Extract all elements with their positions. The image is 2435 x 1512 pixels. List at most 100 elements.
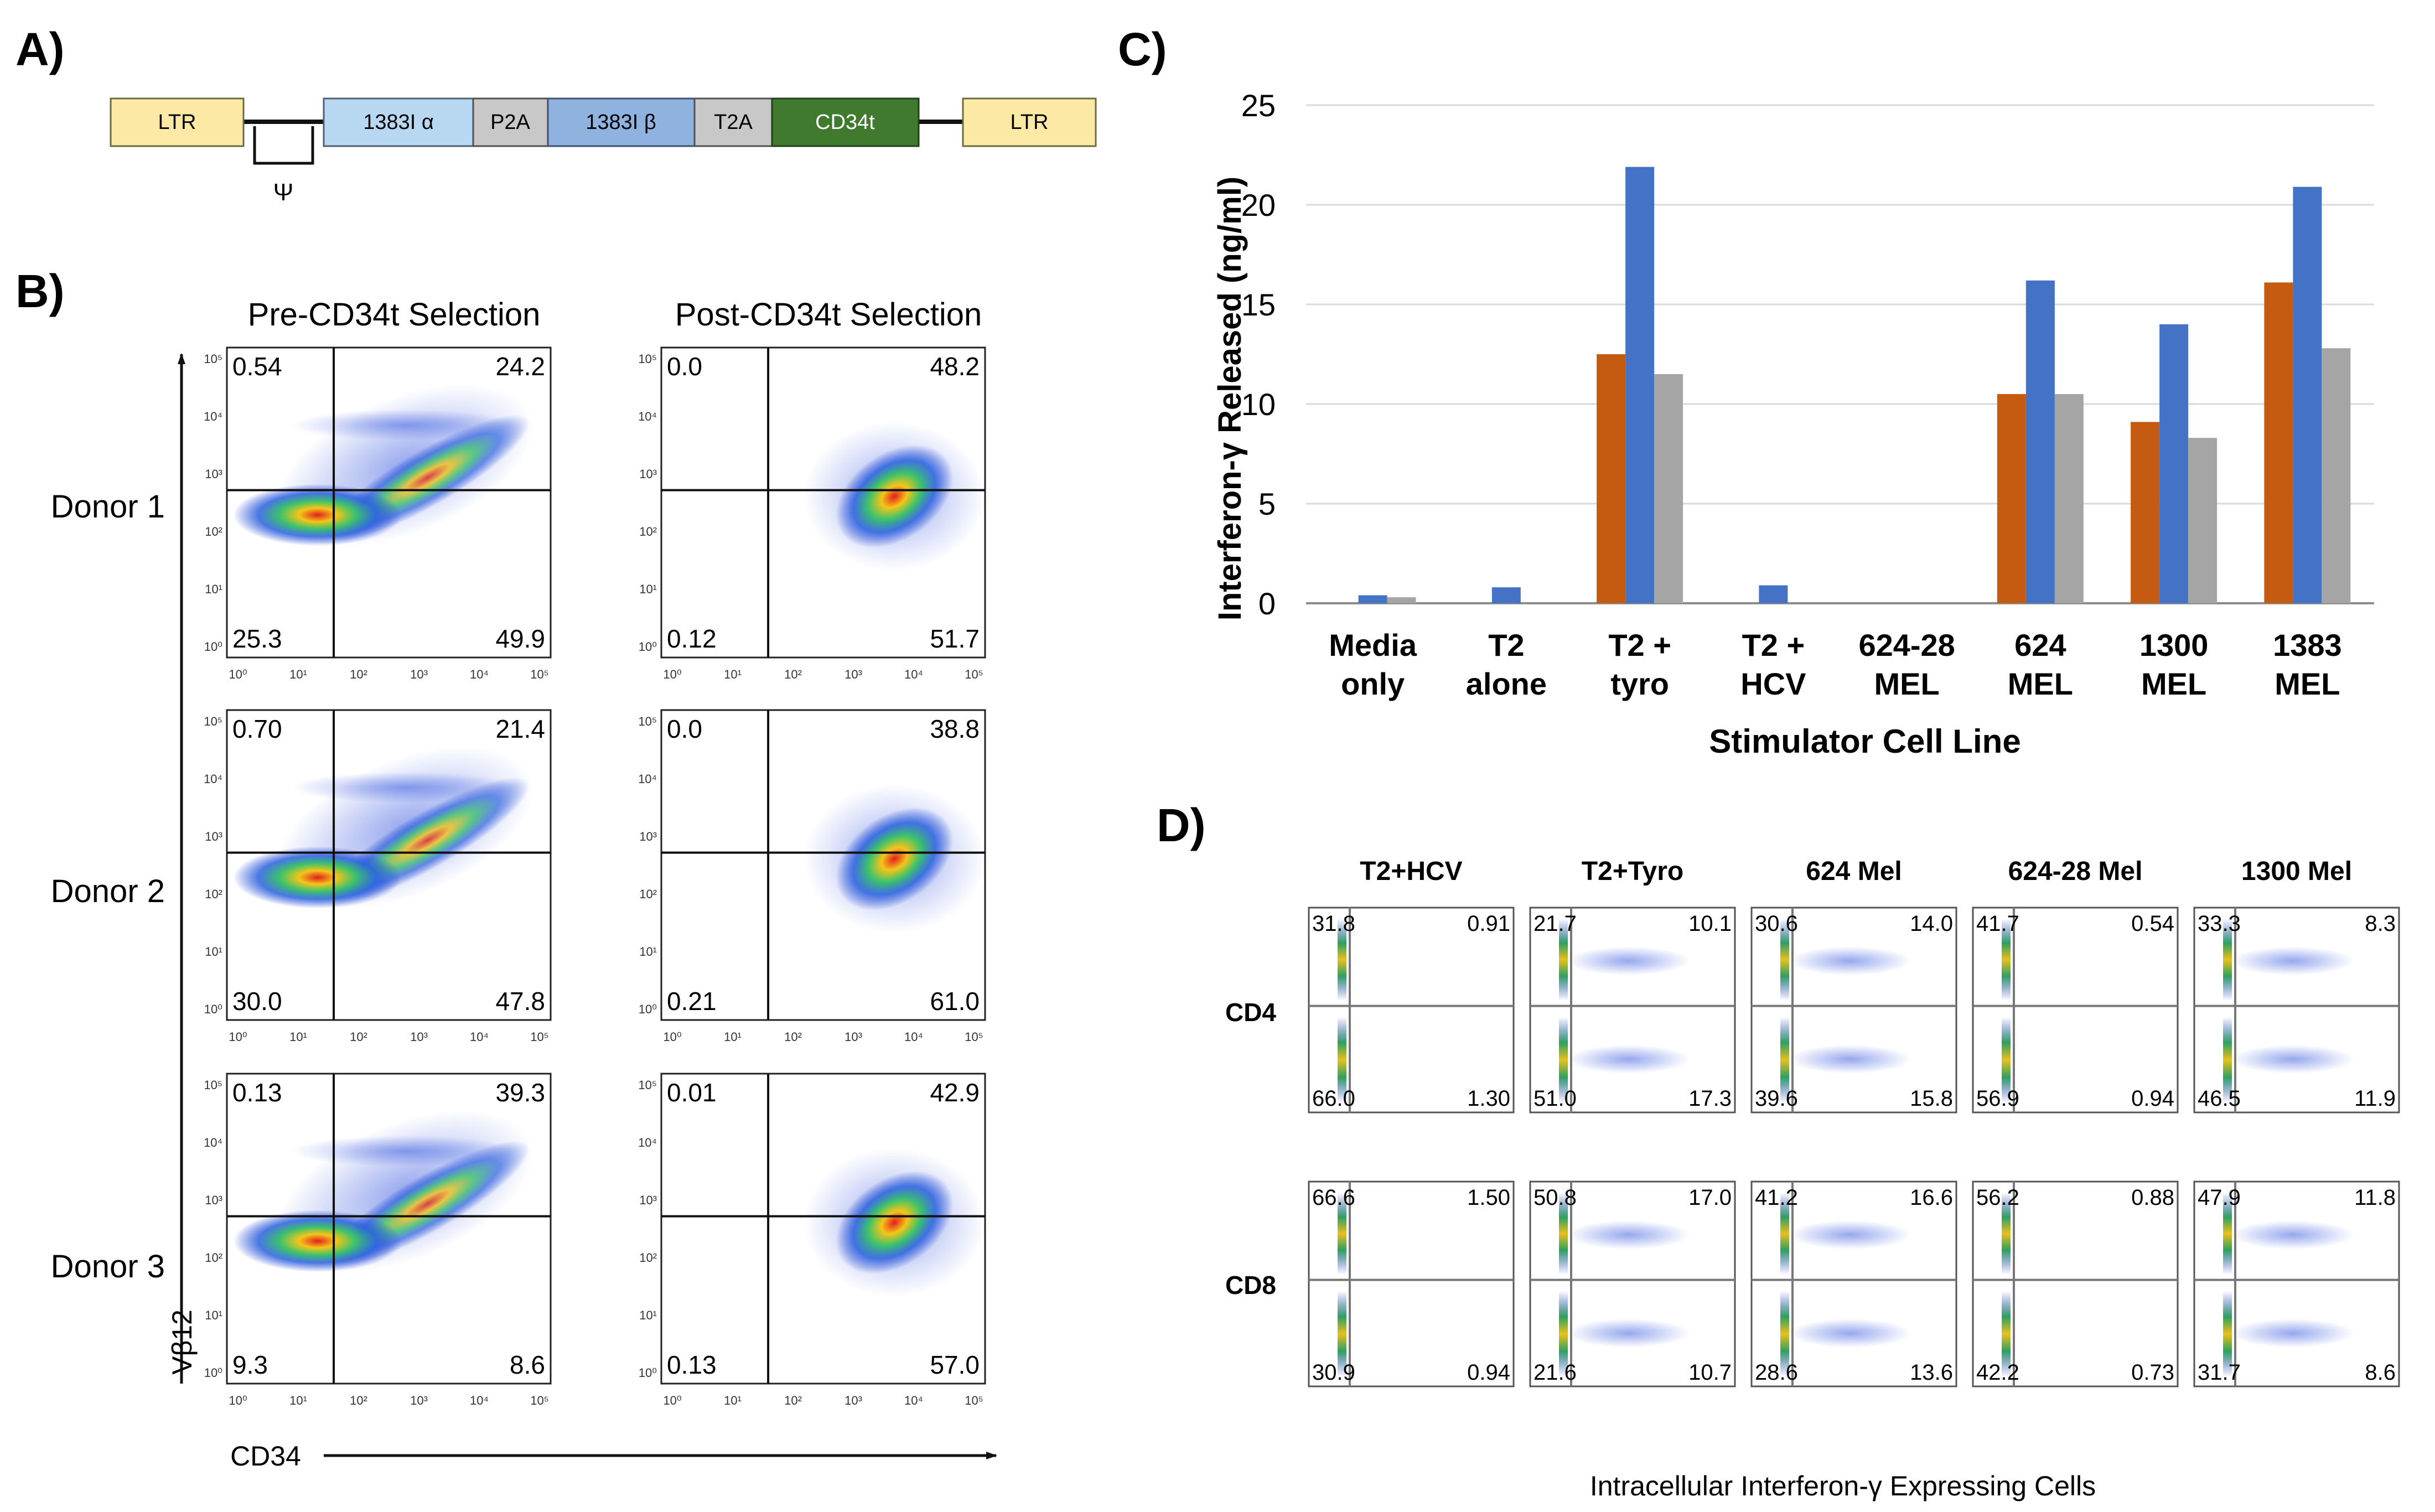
quad-ur: 39.3 bbox=[495, 1078, 545, 1107]
bar-donor-2 bbox=[2159, 324, 2189, 603]
y-tick-label: 10¹ bbox=[639, 1308, 657, 1322]
density-stripe-upper bbox=[2002, 1193, 2011, 1275]
quad-ul: 50.8 bbox=[1533, 1185, 1577, 1210]
quad-ul: 41.2 bbox=[1755, 1185, 1798, 1210]
quad-lr: 8.6 bbox=[2365, 1360, 2396, 1385]
density-core bbox=[233, 1210, 402, 1272]
density-top-band bbox=[292, 1136, 519, 1167]
quad-ur: 0.54 bbox=[2131, 912, 2174, 936]
flow-plot-d-cd8-3: 41.2 16.6 28.6 13.6 bbox=[1750, 1180, 1957, 1387]
x-tick-label: 10³ bbox=[845, 667, 862, 681]
quad-ll: 51.0 bbox=[1533, 1086, 1577, 1111]
x-tick-label: 10⁵ bbox=[965, 1394, 983, 1407]
flow-plots-b: 0.54 24.2 25.3 49.9 10⁰ 10⁰ 10¹ 10¹ 10² 10² 10³ 10³… bbox=[204, 346, 986, 1407]
x-tick-label: 10⁰ bbox=[663, 1394, 681, 1407]
x-tick-label: 10⁵ bbox=[965, 667, 983, 681]
d-col-title: 624-28 Mel bbox=[2008, 857, 2143, 886]
quad-ll: 0.21 bbox=[667, 987, 717, 1016]
y-tick-label: 10¹ bbox=[205, 945, 222, 959]
category-label-line1: 1383 bbox=[2273, 628, 2342, 662]
y-tick-label: 10³ bbox=[205, 1193, 222, 1207]
bar-donor-1 bbox=[2131, 422, 2160, 603]
density-stripe-upper bbox=[2223, 1193, 2232, 1275]
y-tick-label: 10³ bbox=[639, 467, 657, 481]
d-col-title: T2+HCV bbox=[1360, 857, 1462, 886]
segment-1383i-alpha-box bbox=[323, 97, 474, 147]
y-tick-label: 10⁴ bbox=[204, 1136, 222, 1149]
psi-bracket bbox=[253, 126, 314, 165]
quad-lr: 13.6 bbox=[1910, 1360, 1953, 1385]
quad-ll: 39.6 bbox=[1755, 1086, 1798, 1111]
panel-c-label: C) bbox=[1118, 23, 1167, 75]
x-tick-label: 10⁵ bbox=[530, 667, 549, 681]
quad-lr: 61.0 bbox=[930, 987, 980, 1016]
flow-plot-d-cd8-5: 47.9 11.8 31.7 8.6 bbox=[2193, 1180, 2400, 1387]
density-stripe-upper bbox=[2002, 919, 2011, 1001]
density-lower-spread bbox=[1567, 1318, 1690, 1348]
x-tick-label: 10² bbox=[784, 1030, 802, 1044]
quad-ul: 0.54 bbox=[232, 352, 282, 381]
x-tick-label: 10⁵ bbox=[530, 1394, 549, 1407]
quad-ul: 47.9 bbox=[2198, 1185, 2241, 1210]
y-tick-label: 0 bbox=[1258, 586, 1276, 621]
segment-1383i-beta-box bbox=[547, 97, 696, 147]
category-label-line2: MEL bbox=[2008, 666, 2073, 701]
x-tick-label: 10³ bbox=[410, 1030, 428, 1044]
y-tick-label: 10⁴ bbox=[638, 772, 657, 786]
bar-donor-2 bbox=[2025, 280, 2055, 603]
density-stripe-lower bbox=[1559, 1291, 1568, 1377]
category-label-line2: MEL bbox=[1874, 666, 1940, 701]
quad-ll: 31.7 bbox=[2198, 1360, 2241, 1385]
flow-plot-d-cd8-1: 66.6 1.50 30.9 0.94 bbox=[1308, 1180, 1515, 1387]
quad-lr: 11.9 bbox=[2354, 1086, 2396, 1111]
col-title-post: Post-CD34t Selection bbox=[675, 297, 982, 333]
quad-ul: 0.01 bbox=[667, 1078, 717, 1107]
segment-1383i-alpha: 1383I α bbox=[363, 111, 434, 134]
x-axis-label-cd34: CD34 bbox=[230, 1441, 301, 1472]
density-stripe-upper bbox=[1338, 919, 1346, 1001]
x-tick-label: 10⁰ bbox=[663, 667, 681, 681]
panel-c: C) Interferon-γ Released (ng/ml) Stimula… bbox=[1118, 23, 2374, 760]
y-tick-label: 10² bbox=[639, 525, 657, 538]
density-stripe-lower bbox=[2002, 1017, 2011, 1103]
density-core bbox=[233, 484, 402, 546]
quad-lr: 0.94 bbox=[1467, 1360, 1510, 1385]
quad-ur: 11.8 bbox=[2354, 1185, 2396, 1210]
flow-plot-donor2-pre: 0.70 21.4 30.0 47.8 10⁰ 10⁰ 10¹ 10¹ 10² 10² 10³ 10³… bbox=[204, 709, 552, 1044]
bar-donor-1 bbox=[2264, 282, 2293, 603]
density-lower-spread bbox=[2231, 1044, 2354, 1074]
y-tick-label: 10⁰ bbox=[639, 1002, 657, 1016]
d-col-title: T2+Tyro bbox=[1582, 857, 1684, 886]
y-tick-label: 10⁵ bbox=[204, 714, 222, 728]
y-tick-label: 10⁵ bbox=[638, 1078, 657, 1092]
d-col-title: 1300 Mel bbox=[2241, 857, 2352, 886]
bar-donor-3 bbox=[2054, 394, 2084, 603]
y-tick-label: 10⁴ bbox=[638, 410, 657, 423]
density-stripe-upper bbox=[1780, 1193, 1789, 1275]
y-tick-label: 10⁵ bbox=[638, 352, 657, 366]
bar-donor-2 bbox=[1625, 167, 1655, 604]
x-tick-label: 10² bbox=[784, 667, 802, 681]
flow-plot-donor1-pre: 0.54 24.2 25.3 49.9 10⁰ 10⁰ 10¹ 10¹ 10² 10² 10³ 10³… bbox=[204, 346, 552, 681]
x-tick-label: 10³ bbox=[410, 1394, 428, 1407]
row-label-donor-1: Donor 1 bbox=[51, 489, 165, 525]
chart-x-label: Stimulator Cell Line bbox=[1709, 723, 2020, 760]
x-tick-label: 10¹ bbox=[289, 1394, 307, 1407]
category-label-line2: only bbox=[1341, 666, 1405, 701]
quad-ll: 25.3 bbox=[232, 624, 282, 653]
y-tick-label: 10³ bbox=[639, 830, 657, 843]
y-tick-label: 10⁴ bbox=[204, 772, 222, 786]
density-top-band bbox=[292, 410, 519, 441]
x-tick-label: 10⁴ bbox=[904, 667, 923, 681]
y-tick-label: 10⁰ bbox=[204, 1002, 222, 1016]
quad-ur: 8.3 bbox=[2365, 912, 2396, 936]
quad-ll: 21.6 bbox=[1533, 1360, 1577, 1385]
quad-ul: 66.6 bbox=[1312, 1185, 1355, 1210]
flow-plot-d-cd8-2: 50.8 17.0 21.6 10.7 bbox=[1529, 1180, 1736, 1387]
panel-d-label: D) bbox=[1157, 799, 1206, 851]
density-upper-spread bbox=[2231, 1220, 2354, 1250]
panel-a: A) Ψ LTR 1383I α P2A 1383I β T2A CD34t L… bbox=[15, 23, 1097, 206]
y-tick-label: 10¹ bbox=[639, 945, 657, 959]
quad-lr: 0.94 bbox=[2131, 1086, 2174, 1111]
quad-ul: 0.13 bbox=[232, 1078, 282, 1107]
